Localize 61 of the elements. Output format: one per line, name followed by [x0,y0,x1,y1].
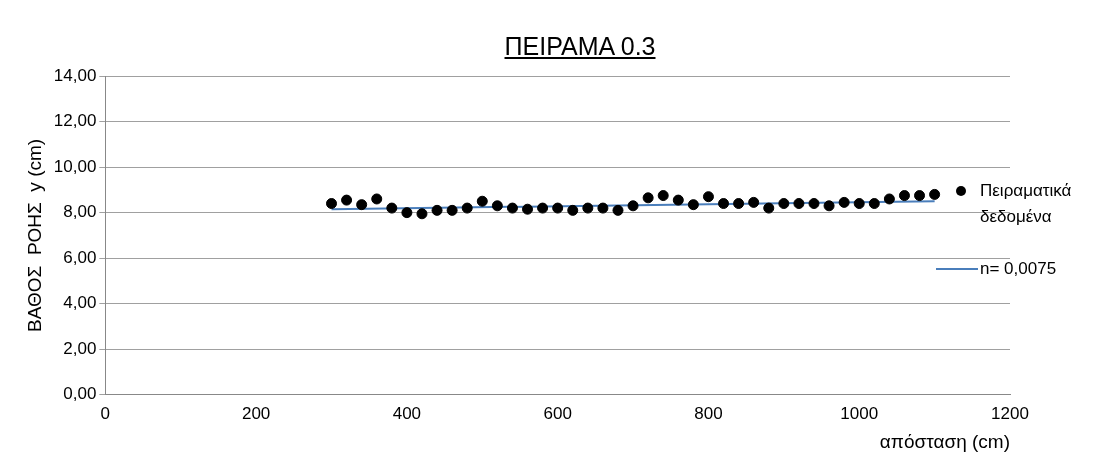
point [718,198,730,210]
y-tick-label: 4,00 [63,293,97,313]
point [642,192,654,204]
point [401,207,413,219]
point [929,188,941,200]
y-tick-label: 8,00 [63,202,97,222]
y-axis-title: ΒΑΘΟΣ ΡΟΗΣ y (cm) [23,138,45,332]
point [416,208,428,220]
point [506,202,518,214]
x-tick-label: 200 [241,403,271,423]
y-tick-label: 2,00 [63,338,97,358]
legend-label: n= 0,0075 [980,258,1058,280]
point [461,202,473,214]
point [386,202,398,214]
point [657,190,669,202]
point [597,202,609,214]
point [326,198,338,210]
point [823,200,835,212]
point [838,196,850,208]
point [567,204,579,216]
x-tick-label: 1000 [840,403,879,423]
point [853,198,865,210]
point [733,198,745,210]
point [552,202,564,214]
y-tick-label: 0,00 [63,384,97,404]
point [356,199,368,211]
y-tick-label: 12,00 [53,111,97,131]
point [341,194,353,206]
point [763,202,775,214]
point [476,195,488,207]
point [883,193,895,205]
x-tick-label: 600 [543,403,572,423]
x-tick-label: 800 [694,403,723,423]
point [793,198,805,210]
point [612,204,624,216]
point [808,198,820,210]
point [672,194,684,206]
x-tick-label: 0 [100,403,111,423]
point [627,200,639,212]
point [371,193,383,205]
x-axis-title: απόσταση (cm) [879,430,1010,452]
point [582,202,594,214]
x-tick-label: 1200 [991,403,1029,423]
point [748,196,760,208]
y-tick-label: 14,00 [53,65,97,85]
point [431,204,443,216]
legend-label: Πειραματικά δεδομένα [980,180,1073,228]
point [522,203,534,215]
y-tick-label: 10,00 [53,156,97,176]
chart-title: ΠΕΙΡΑΜΑ 0.3 [504,32,656,60]
point [914,190,926,202]
point [491,200,503,212]
point [687,199,699,211]
point [778,198,790,210]
point [537,202,549,214]
point [702,191,714,203]
y-tick-label: 6,00 [63,247,97,267]
point [446,204,458,216]
x-tick-label: 400 [392,403,422,423]
point [868,198,880,210]
point [898,190,910,202]
